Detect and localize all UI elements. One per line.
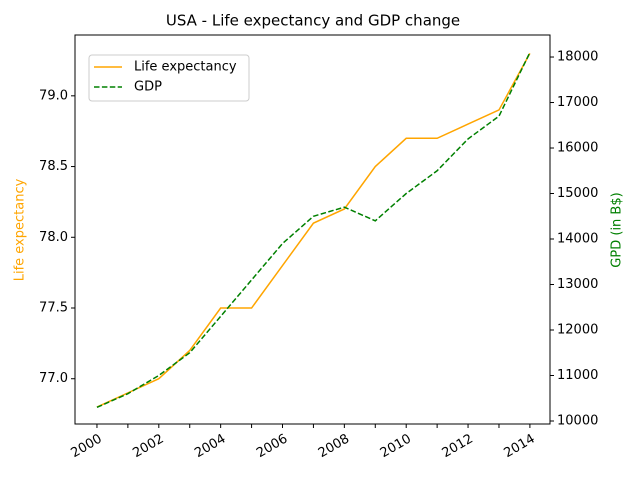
plot-frame bbox=[74, 34, 551, 425]
legend-label: GDP bbox=[134, 80, 162, 95]
y2-tick-label: 14000 bbox=[557, 232, 598, 247]
x-tick-label: 2000 bbox=[69, 432, 105, 462]
y2-tick-label: 13000 bbox=[557, 277, 598, 292]
y-tick-label: 77.0 bbox=[39, 371, 68, 386]
x-tick-label: 2008 bbox=[316, 432, 352, 462]
x-tick-label: 2010 bbox=[378, 432, 414, 462]
y2-tick-label: 12000 bbox=[557, 323, 598, 338]
x-tick-label: 2014 bbox=[501, 432, 537, 462]
legend-box bbox=[88, 54, 250, 102]
x-tick-label: 2012 bbox=[440, 432, 476, 462]
x-tick-label: 2004 bbox=[192, 432, 228, 462]
chart-title: USA - Life expectancy and GDP change bbox=[166, 12, 460, 30]
series-line bbox=[96, 53, 531, 408]
y2-tick-label: 11000 bbox=[557, 368, 598, 383]
y2-tick-label: 15000 bbox=[557, 186, 598, 201]
y-tick-label: 79.0 bbox=[39, 88, 68, 103]
y-tick-label: 77.5 bbox=[39, 301, 68, 316]
legend-label: Life expectancy bbox=[134, 60, 237, 75]
x-tick-label: 2006 bbox=[254, 432, 290, 462]
y2-axis-label: GPD (in B$) bbox=[610, 192, 625, 267]
y-tick-label: 78.0 bbox=[39, 230, 68, 245]
series-line bbox=[96, 52, 531, 409]
y2-tick-label: 16000 bbox=[557, 141, 598, 156]
y-axis-label: Life expectancy bbox=[13, 178, 28, 281]
x-tick-label: 2002 bbox=[130, 432, 166, 462]
y-tick-label: 78.5 bbox=[39, 159, 68, 174]
y2-tick-label: 10000 bbox=[557, 413, 598, 428]
y2-tick-label: 18000 bbox=[557, 50, 598, 65]
y2-tick-label: 17000 bbox=[557, 95, 598, 110]
